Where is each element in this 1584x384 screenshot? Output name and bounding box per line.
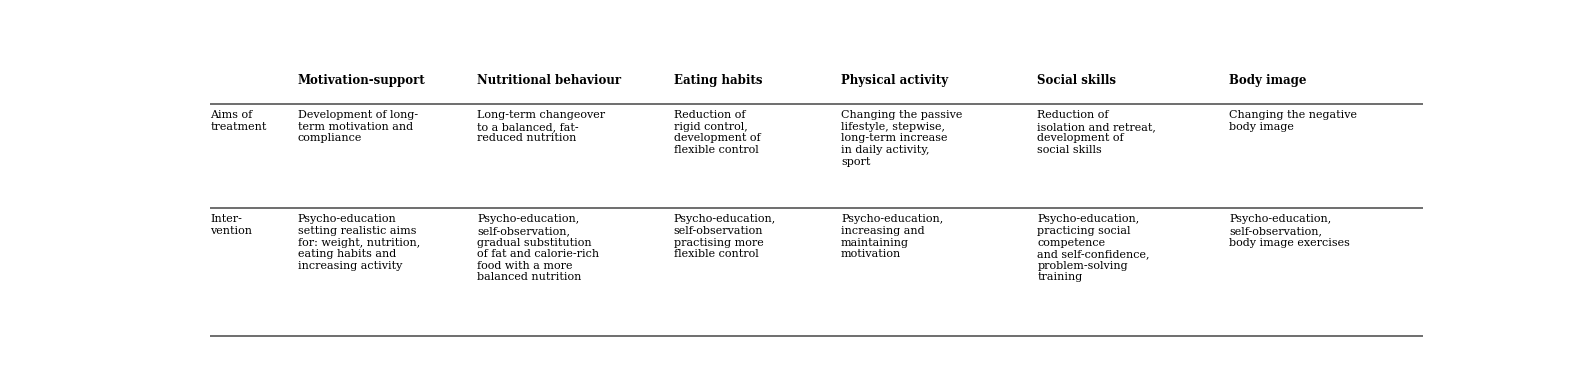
Text: Motivation-support: Motivation-support [298,74,426,87]
Text: Psycho-education,
self-observation,
gradual substitution
of fat and calorie-rich: Psycho-education, self-observation, grad… [477,215,599,283]
Text: Psycho-education
setting realistic aims
for: weight, nutrition,
eating habits an: Psycho-education setting realistic aims … [298,215,420,271]
Text: Development of long-
term motivation and
compliance: Development of long- term motivation and… [298,110,418,144]
Text: Psycho-education,
increasing and
maintaining
motivation: Psycho-education, increasing and maintai… [841,215,942,259]
Text: Physical activity: Physical activity [841,74,949,87]
Text: Reduction of
isolation and retreat,
development of
social skills: Reduction of isolation and retreat, deve… [1038,110,1156,155]
Text: Psycho-education,
practicing social
competence
and self-confidence,
problem-solv: Psycho-education, practicing social comp… [1038,215,1150,283]
Text: Psycho-education,
self-observation,
body image exercises: Psycho-education, self-observation, body… [1229,215,1350,248]
Text: Social skills: Social skills [1038,74,1117,87]
Text: Body image: Body image [1229,74,1307,87]
Text: Psycho-education,
self-observation
practising more
flexible control: Psycho-education, self-observation pract… [673,215,776,259]
Text: Eating habits: Eating habits [673,74,762,87]
Text: Changing the negative
body image: Changing the negative body image [1229,110,1357,132]
Text: Changing the passive
lifestyle, stepwise,
long-term increase
in daily activity,
: Changing the passive lifestyle, stepwise… [841,110,963,167]
Text: Nutritional behaviour: Nutritional behaviour [477,74,621,87]
Text: Inter-
vention: Inter- vention [211,215,252,236]
Text: Aims of
treatment: Aims of treatment [211,110,266,132]
Text: Long-term changeover
to a balanced, fat-
reduced nutrition: Long-term changeover to a balanced, fat-… [477,110,605,144]
Text: Reduction of
rigid control,
development of
flexible control: Reduction of rigid control, development … [673,110,760,155]
